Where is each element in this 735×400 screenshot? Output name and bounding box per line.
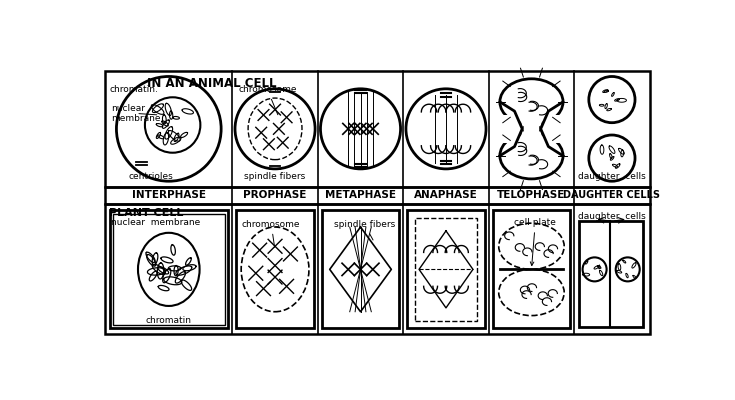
Circle shape xyxy=(583,257,606,281)
Text: daughter  cells: daughter cells xyxy=(578,212,646,221)
Bar xyxy=(579,221,644,327)
Text: PLANT CELL: PLANT CELL xyxy=(109,208,184,218)
Text: daughter  cells: daughter cells xyxy=(578,172,646,181)
Text: ANAPHASE: ANAPHASE xyxy=(414,190,478,200)
Bar xyxy=(499,115,564,143)
Text: INTERPHASE: INTERPHASE xyxy=(132,190,206,200)
Bar xyxy=(105,204,650,334)
Text: PROPHASE: PROPHASE xyxy=(243,190,306,200)
Text: spindle fibers: spindle fibers xyxy=(245,172,306,181)
Bar xyxy=(110,210,228,328)
Circle shape xyxy=(235,89,315,169)
Ellipse shape xyxy=(138,233,200,306)
Text: chromosome: chromosome xyxy=(238,85,297,115)
Ellipse shape xyxy=(248,98,302,160)
Circle shape xyxy=(589,76,635,123)
Circle shape xyxy=(406,89,486,169)
Circle shape xyxy=(320,89,401,169)
Text: chromosome: chromosome xyxy=(242,220,301,247)
Ellipse shape xyxy=(499,269,564,316)
Text: nuclear  membrane: nuclear membrane xyxy=(112,218,201,227)
Circle shape xyxy=(145,97,201,153)
Circle shape xyxy=(116,76,221,181)
Bar xyxy=(105,186,650,204)
Text: DAUGHTER CELLS: DAUGHTER CELLS xyxy=(564,190,661,200)
Bar xyxy=(492,210,570,328)
Bar xyxy=(415,218,477,320)
Circle shape xyxy=(616,257,639,281)
Text: cell plate: cell plate xyxy=(514,218,556,266)
Text: nuclear
membrane: nuclear membrane xyxy=(112,104,161,123)
Text: IN AN ANIMAL CELL: IN AN ANIMAL CELL xyxy=(147,77,276,90)
Text: chromatin: chromatin xyxy=(146,316,192,325)
Ellipse shape xyxy=(500,79,563,125)
Ellipse shape xyxy=(499,223,564,269)
Text: METAPHASE: METAPHASE xyxy=(325,190,396,200)
Bar xyxy=(105,71,650,186)
Bar xyxy=(407,210,485,328)
Text: chromatin.: chromatin. xyxy=(109,85,158,94)
Ellipse shape xyxy=(241,227,309,312)
Text: centrioles: centrioles xyxy=(129,172,173,181)
Text: TELOPHASE: TELOPHASE xyxy=(498,190,566,200)
Circle shape xyxy=(589,135,635,181)
Text: spindle fibers: spindle fibers xyxy=(334,220,395,240)
Bar xyxy=(236,210,314,328)
Bar xyxy=(322,210,399,328)
Ellipse shape xyxy=(500,133,563,179)
Bar xyxy=(113,214,225,325)
